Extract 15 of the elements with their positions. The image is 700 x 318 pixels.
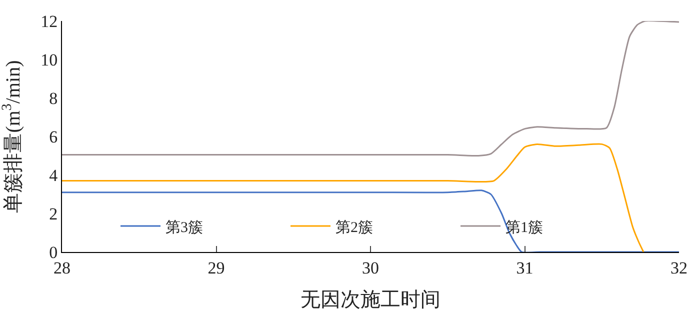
x-tick-label: 30 xyxy=(362,258,379,278)
x-axis-title: 无因次施工时间 xyxy=(300,288,440,311)
y-tick-label: 4 xyxy=(49,166,58,185)
x-tick-label: 29 xyxy=(208,258,225,278)
x-tick-label: 32 xyxy=(670,258,688,278)
line-series xyxy=(62,21,679,157)
y-tick-label: 10 xyxy=(40,50,58,70)
legend-label: 第3簇 xyxy=(166,218,203,236)
x-tick-label: 31 xyxy=(516,258,534,278)
legend-label: 第2簇 xyxy=(336,218,373,236)
y-tick-label: 12 xyxy=(40,12,58,31)
line-series xyxy=(62,143,644,252)
y-tick-label: 8 xyxy=(49,88,58,108)
y-tick-label: 6 xyxy=(49,127,58,146)
y-tick-label: 2 xyxy=(49,204,58,224)
